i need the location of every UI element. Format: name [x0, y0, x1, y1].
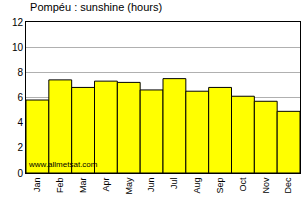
svg-text:8: 8 [17, 67, 23, 78]
svg-text:Feb: Feb [55, 178, 65, 194]
svg-text:Nov: Nov [261, 177, 271, 194]
svg-text:Aug: Aug [192, 178, 202, 194]
svg-text:6: 6 [17, 92, 23, 103]
svg-text:4: 4 [17, 117, 23, 128]
svg-text:10: 10 [12, 42, 24, 53]
svg-text:2: 2 [17, 142, 23, 153]
svg-text:Oct: Oct [238, 177, 248, 192]
svg-text:12: 12 [12, 17, 24, 28]
svg-text:Apr: Apr [101, 178, 111, 192]
svg-text:Mar: Mar [78, 178, 88, 194]
svg-text:Pompéu : sunshine (hours): Pompéu : sunshine (hours) [30, 1, 162, 13]
svg-text:May: May [124, 177, 134, 195]
svg-text:www.allmetsat.com: www.allmetsat.com [28, 160, 98, 169]
svg-text:Dec: Dec [284, 177, 294, 194]
svg-text:0: 0 [17, 168, 23, 179]
svg-text:Jan: Jan [32, 178, 42, 193]
svg-text:Sep: Sep [215, 178, 225, 194]
svg-text:Jun: Jun [147, 178, 157, 193]
svg-text:Jul: Jul [169, 178, 179, 190]
